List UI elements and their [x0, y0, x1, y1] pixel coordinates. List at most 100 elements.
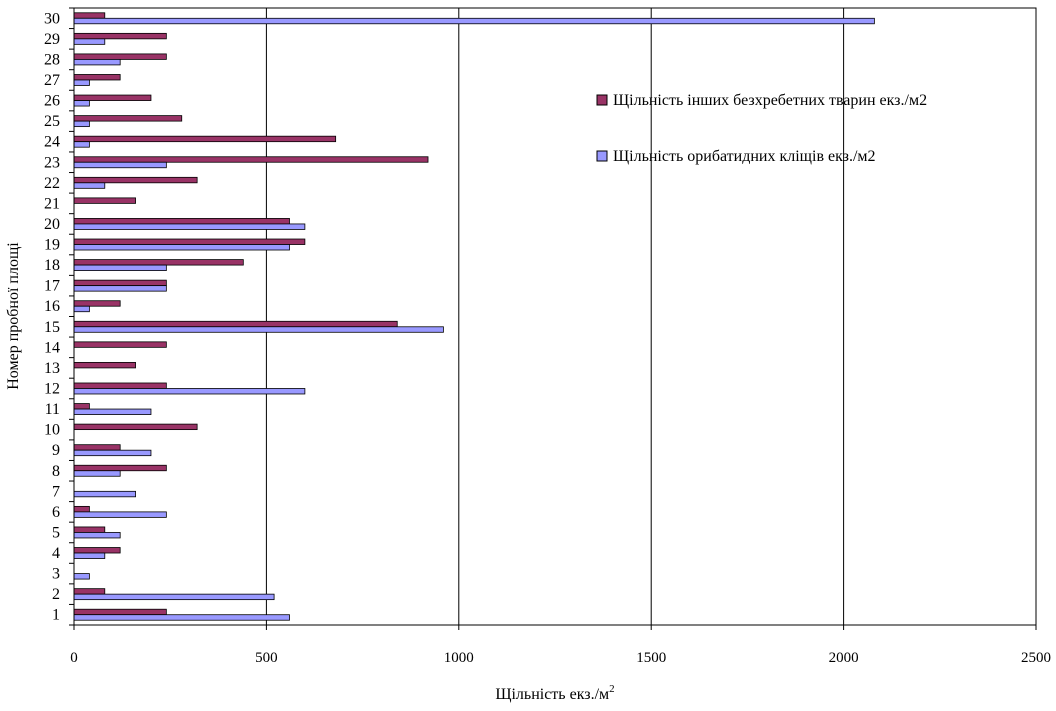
x-tick-labels: 0 500 1000 1500 2000 2500	[70, 650, 1051, 666]
y-tick-label: 6	[52, 504, 60, 521]
bar-other-invertebrates-30	[73, 12, 106, 19]
bar-oribatid-mites-15	[73, 326, 444, 333]
y-tick-label: 9	[52, 442, 60, 459]
y-tick-label: 17	[44, 278, 60, 295]
y-tick-label: 2	[52, 586, 60, 603]
bar-oribatid-mites-22	[73, 182, 106, 189]
bar-other-invertebrates-27	[73, 74, 121, 81]
y-tick-label: 27	[44, 72, 60, 89]
y-tick-label: 16	[44, 298, 60, 315]
y-tick-label: 14	[44, 339, 60, 356]
bar-other-invertebrates-10	[73, 423, 198, 431]
y-tick-label: 22	[44, 175, 60, 192]
bar-oribatid-mites-23	[73, 161, 167, 169]
x-tick-label: 500	[255, 650, 278, 666]
y-tick-label: 28	[44, 51, 60, 68]
x-axis-title-text: Щільність екз./м	[495, 686, 609, 703]
y-tick-label: 10	[44, 422, 60, 439]
y-tick-label: 4	[52, 545, 60, 562]
y-tick-label: 29	[44, 31, 60, 48]
legend: Щільність інших безхребетних тварин екз.…	[596, 92, 927, 165]
bar-oribatid-mites-30	[73, 17, 875, 25]
x-tick-label: 1000	[444, 650, 474, 666]
y-axis-title: Номер пробної площі	[5, 242, 22, 390]
bar-oribatid-mites-25	[73, 120, 90, 128]
y-tick-label: 12	[44, 380, 60, 397]
bar-oribatid-mites-4	[73, 552, 106, 559]
x-tick-label: 2500	[1021, 650, 1051, 666]
bar-other-invertebrates-17	[73, 279, 167, 287]
y-tick-label: 11	[45, 401, 60, 418]
bar-other-invertebrates-20	[73, 218, 290, 225]
bar-oribatid-mites-2	[73, 593, 275, 601]
bar-oribatid-mites-12	[73, 388, 306, 395]
y-tick-label: 24	[44, 134, 60, 151]
bar-other-invertebrates-22	[73, 176, 198, 184]
bar-other-invertebrates-9	[73, 444, 121, 451]
bar-oribatid-mites-1	[73, 614, 290, 621]
y-tick-label: 15	[44, 319, 60, 336]
y-tick-label: 19	[44, 237, 60, 254]
y-tick-label: 13	[44, 360, 60, 377]
bar-oribatid-mites-17	[73, 285, 167, 292]
axes	[69, 7, 1037, 630]
bar-oribatid-mites-11	[73, 408, 152, 415]
bar-other-invertebrates-12	[73, 382, 167, 389]
y-tick-label: 30	[44, 10, 60, 27]
bar-other-invertebrates-8	[73, 464, 167, 472]
legend-label-other-invertebrates: Щільність інших безхребетних тварин екз.…	[613, 92, 927, 109]
x-tick-label: 2000	[829, 650, 859, 666]
bar-oribatid-mites-5	[73, 532, 121, 539]
plot-area	[74, 8, 1036, 625]
bar-oribatid-mites-16	[73, 305, 90, 313]
bar-oribatid-mites-20	[73, 223, 306, 230]
bar-other-invertebrates-26	[73, 94, 152, 101]
y-tick-label: 26	[44, 93, 60, 110]
bar-other-invertebrates-15	[73, 320, 398, 328]
bar-other-invertebrates-24	[73, 135, 337, 143]
y-tick-label: 8	[52, 463, 60, 480]
bar-other-invertebrates-25	[73, 115, 183, 122]
bar-other-invertebrates-21	[73, 197, 136, 204]
y-tick-label: 7	[52, 483, 60, 500]
y-tick-label: 18	[44, 257, 60, 274]
y-tick-label: 25	[44, 113, 60, 130]
bar-oribatid-mites-3	[73, 573, 90, 580]
bar-oribatid-mites-29	[73, 38, 106, 45]
bar-oribatid-mites-7	[73, 490, 136, 498]
bar-other-invertebrates-14	[73, 341, 167, 348]
legend-swatch-oribatid-mites	[596, 150, 608, 162]
bar-other-invertebrates-5	[73, 526, 106, 533]
x-axis-title: Щільність екз./м2	[495, 683, 614, 703]
bar-oribatid-mites-24	[73, 141, 90, 148]
bar-oribatid-mites-26	[73, 100, 90, 107]
x-tick-label: 1500	[636, 650, 666, 666]
x-axis-title-superscript: 2	[609, 683, 615, 695]
gridlines	[265, 8, 1037, 625]
bar-oribatid-mites-27	[73, 79, 90, 86]
bar-other-invertebrates-4	[73, 547, 121, 554]
bar-oribatid-mites-28	[73, 59, 121, 66]
x-tick-label: 0	[70, 650, 78, 666]
bar-oribatid-mites-19	[73, 244, 290, 251]
bar-other-invertebrates-29	[73, 32, 167, 40]
bar-other-invertebrates-2	[73, 588, 106, 595]
y-tick-label: 21	[44, 195, 60, 212]
legend-label-oribatid-mites: Щільність орибатидних кліщів екз./м2	[613, 148, 876, 165]
bar-other-invertebrates-16	[73, 300, 121, 307]
bar-other-invertebrates-11	[73, 403, 90, 410]
bar-oribatid-mites-9	[73, 449, 152, 457]
y-tick-label: 20	[44, 216, 60, 233]
bar-other-invertebrates-6	[73, 505, 90, 513]
y-tick-labels: 1234567891011121314151617181920212223242…	[44, 10, 60, 623]
bar-other-invertebrates-1	[73, 608, 167, 616]
y-tick-label: 23	[44, 154, 60, 171]
legend-swatch-other-invertebrates	[596, 94, 608, 106]
bar-other-invertebrates-19	[73, 238, 306, 245]
y-tick-label: 1	[52, 607, 60, 624]
bar-oribatid-mites-6	[73, 511, 167, 518]
y-tick-label: 3	[52, 566, 60, 583]
bar-other-invertebrates-23	[73, 156, 429, 163]
y-tick-label: 5	[52, 524, 60, 541]
